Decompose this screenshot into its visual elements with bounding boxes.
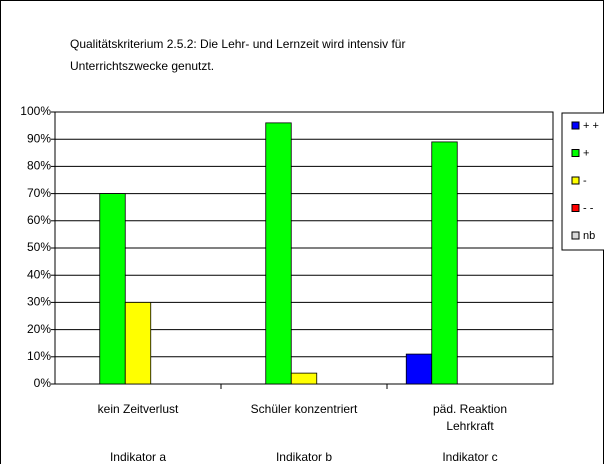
y-tick-label: 0%	[34, 376, 52, 390]
x-tick-label: päd. Reaktion	[433, 402, 507, 416]
bar	[124, 301, 152, 385]
x-group-label: Indikator c	[442, 450, 497, 464]
legend-swatch	[571, 204, 580, 212]
y-tick-label: 50%	[27, 240, 51, 254]
y-tick-label: 30%	[27, 295, 51, 309]
x-group-label: Indikator a	[110, 450, 166, 464]
y-tick-label: 20%	[27, 322, 51, 336]
bar	[265, 122, 292, 385]
legend-label: - -	[583, 202, 594, 214]
bar	[431, 141, 458, 385]
legend-label: + +	[583, 120, 599, 132]
x-tick-label: Schüler konzentriert	[251, 402, 358, 416]
y-tick-label: 80%	[27, 159, 51, 173]
y-tick-label: 10%	[27, 349, 51, 363]
legend-label: -	[583, 175, 587, 187]
legend-swatch	[571, 176, 580, 185]
x-tick-label: Lehrkraft	[446, 419, 494, 433]
x-group-label: Indikator b	[276, 450, 332, 464]
legend-swatch	[571, 149, 580, 157]
y-tick-label: 100%	[20, 104, 51, 118]
x-tick-label: kein Zeitverlust	[98, 402, 179, 416]
legend-swatch	[571, 121, 580, 130]
chart-title: Qualitätskriterium 2.5.2: Die Lehr- und …	[70, 37, 405, 51]
legend-label: nb	[583, 230, 595, 242]
legend-swatch	[571, 231, 580, 240]
bar	[99, 193, 126, 385]
y-tick-label: 60%	[27, 213, 51, 227]
bar	[290, 372, 318, 385]
chart-title: Unterrichtszwecke genutzt.	[70, 59, 214, 73]
legend-label: +	[583, 147, 589, 159]
y-tick-label: 70%	[27, 186, 51, 200]
bar	[405, 353, 433, 385]
y-tick-label: 90%	[27, 131, 51, 145]
y-tick-label: 40%	[27, 267, 51, 281]
legend-box	[561, 112, 604, 251]
